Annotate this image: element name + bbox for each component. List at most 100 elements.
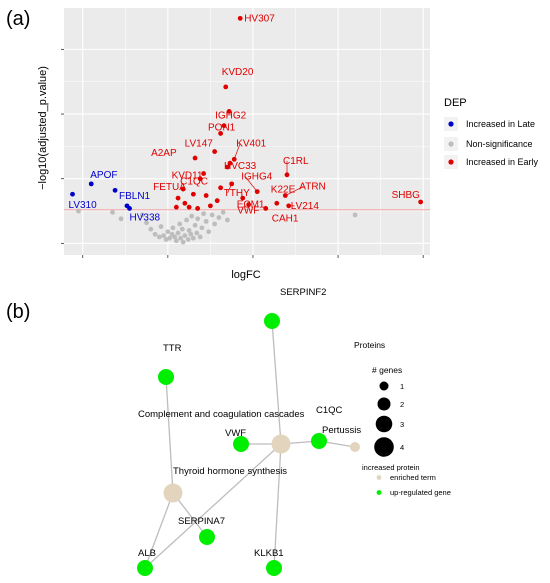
size-legend-value: 1 [400,382,404,391]
nonsig-point [156,234,162,240]
early-point [212,149,218,154]
point-label: HVC33 [224,161,257,172]
early-point [190,191,196,197]
x-axis-title: logFC [231,269,260,281]
size-legend-title: # genes [372,365,402,375]
early-point [186,204,192,210]
early-point [195,206,201,211]
nonsig-point [216,215,222,220]
early-point [237,15,243,21]
size-legend-dot [377,397,391,411]
enriched-term-node [163,483,183,503]
label-leader-line [285,186,304,196]
color-legend-title: increased protein [362,463,420,472]
panel-a-tag: (a) [6,8,30,30]
early-point [173,204,179,210]
nonsig-point [212,221,218,227]
point-label: LV214 [291,201,320,212]
nonsig-point [352,212,358,218]
gene-node [264,313,280,329]
nonsig-point [139,212,145,218]
point-label: IGHG2 [215,110,247,121]
network-edge [273,443,282,569]
early-point [226,109,232,114]
early-point [197,176,203,182]
gene-label: ALB [138,548,156,559]
early-point [246,202,252,207]
gene-node [158,369,174,385]
size-legend-value: 4 [400,443,404,452]
nonsig-point [190,235,196,241]
nonsig-point [188,231,194,237]
gene-label: SERPINA7 [178,516,225,527]
label-leader-lines [227,143,304,207]
early-point [192,155,198,161]
early-point [203,193,209,198]
panel-b-tag: (b) [6,301,30,323]
point-label: K22E [271,184,296,195]
nonsig-point [192,222,198,228]
legend-entry: Increased in Early [466,157,539,167]
early-point [263,206,269,211]
network-legend-title: Proteins [354,340,385,350]
network-edge [271,320,282,445]
gene-node [233,436,249,452]
early-point [223,84,229,90]
legend-key-dot [448,121,454,127]
point-label: HV307 [244,13,275,24]
nonsig-point [197,234,203,240]
point-label: IGHG4 [241,172,273,183]
nonsig-point [165,229,171,235]
nonsig-point [175,230,181,236]
network-edge [144,492,174,569]
point-label: SHBG [392,190,421,201]
network-diagram: SERPINF2 TTR C1QC VWF SERPINA7 ALB KLKB1 Comple… [137,287,451,576]
term-label: Thyroid hormone synthesis [173,466,287,477]
early-point [208,203,213,209]
gene-label: TTR [163,343,182,354]
early-point [225,164,230,170]
nonsig-point [189,213,195,219]
nonsig-point [201,211,206,217]
nonsig-point [184,217,189,223]
early-point [218,131,224,136]
network-edge [144,443,282,569]
point-label: PON1 [208,123,236,134]
nonsig-point [167,235,172,241]
legend-entry: Increased in Late [466,119,535,129]
early-point [221,123,227,129]
nonsig-point [186,228,192,233]
point-label: KVD11 [172,171,203,182]
nonsig-point [203,218,209,224]
point-label: FETUA [153,182,186,193]
point-label: ECM1 [237,200,265,211]
point-label: APOF [90,170,117,181]
gene-label: KLKB1 [254,548,284,559]
point-label: KVD20 [222,67,254,78]
nonsig-point [180,239,186,245]
nonsig-point [209,212,215,218]
nonsig-point [148,226,154,232]
nonsig-point [158,224,164,229]
nonsig-point [194,230,200,236]
point-label: KV401 [236,138,266,149]
early-point [240,195,246,201]
gene-label: VWF [225,428,246,439]
color-legend-dot [376,490,382,495]
label-leader-line [227,183,232,194]
gene-label: C1QC [316,405,343,416]
point-label: CAH1 [272,213,299,224]
early-point [175,195,181,201]
color-legend-entry: up-regulated gene [390,488,451,497]
nonsig-point [225,217,230,223]
point-label: C1RL [283,156,309,167]
point-label: LV147 [185,139,214,150]
nonsig-point [220,209,226,215]
point-label: TTHY [224,188,250,199]
color-legend-entry: enriched term [390,473,436,482]
size-legend-dot [374,437,394,457]
